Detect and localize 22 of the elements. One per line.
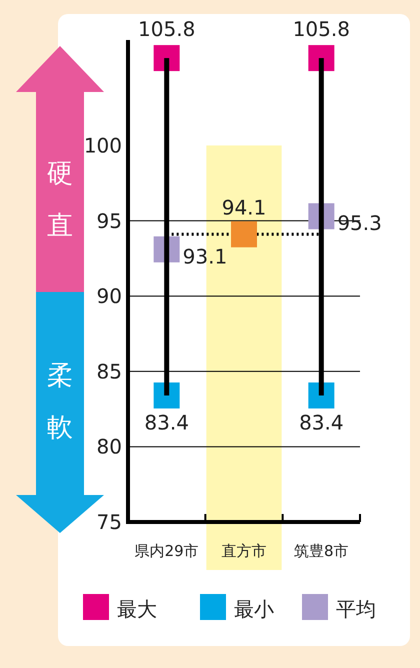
x-tick-label: 直方市 (222, 542, 266, 560)
y-tick-label: 85 (96, 359, 122, 384)
x-tick-label: 県内29市 (134, 542, 199, 560)
data-label: 105.8 (138, 17, 196, 42)
text: 硬直 (47, 159, 73, 241)
y-tick-label: 95 (96, 208, 122, 233)
data-label: 94.1 (222, 195, 266, 220)
point (231, 221, 257, 248)
legend-label: 最大 (117, 597, 157, 621)
data-label: 93.1 (182, 244, 228, 268)
legend-label: 最小 (234, 597, 274, 621)
text: 柔軟 (47, 361, 73, 443)
y-tick-label: 75 (96, 510, 122, 534)
data-label: 83.4 (144, 410, 189, 434)
y-tick-label: 80 (96, 434, 122, 459)
data-label: 83.4 (299, 410, 344, 434)
legend-label: 平均 (336, 597, 376, 621)
data-label: 95.3 (337, 211, 382, 236)
y-tick-label: 100 (84, 133, 122, 158)
data-label: 105.8 (292, 17, 350, 42)
x-tick-label: 筑豊8市 (294, 542, 349, 560)
y-tick-label: 90 (96, 284, 122, 308)
